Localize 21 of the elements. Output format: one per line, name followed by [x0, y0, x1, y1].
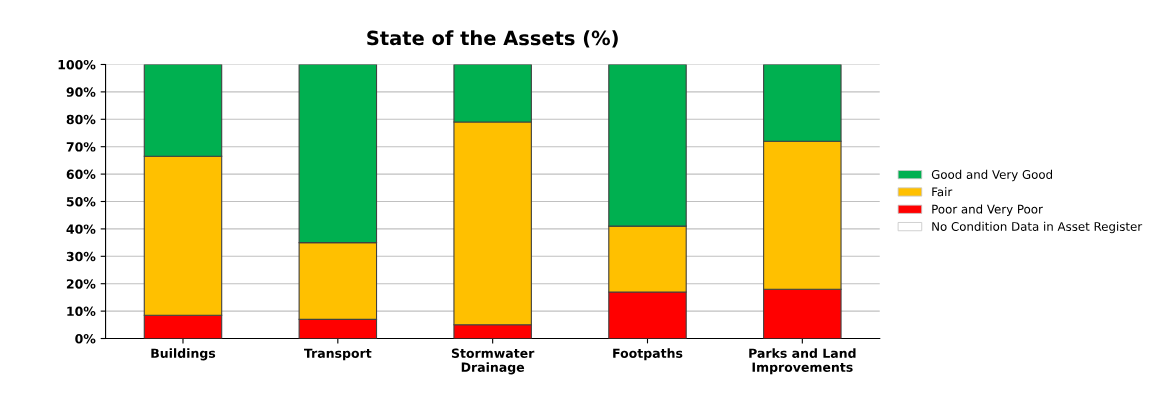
- y-tick-label: 80%: [66, 114, 96, 125]
- x-tick-label: Stormwater Drainage: [451, 348, 535, 375]
- legend-label: Good and Very Good: [931, 169, 1053, 182]
- y-tick-label: 50%: [66, 196, 96, 207]
- y-tick-label: 20%: [66, 279, 96, 289]
- x-tick-label: Buildings: [151, 348, 216, 361]
- y-tick-label: 90%: [66, 87, 96, 97]
- x-tick-label: Parks and Land Improvements: [749, 348, 856, 375]
- legend-label: Poor and Very Poor: [932, 204, 1043, 216]
- chart-title: State of the Assets (%): [367, 30, 618, 48]
- y-tick-label: 40%: [66, 224, 96, 234]
- y-tick-label: 10%: [67, 306, 96, 317]
- y-tick-label: 70%: [66, 142, 96, 152]
- legend-label: No Condition Data in Asset Register: [932, 221, 1143, 234]
- x-tick-label: Footpaths: [613, 348, 683, 361]
- y-tick-label: 30%: [66, 251, 96, 262]
- x-tick-label: Transport: [304, 348, 372, 361]
- y-tick-label: 60%: [66, 169, 96, 180]
- y-tick-label: 0%: [75, 333, 96, 344]
- legend-label: Fair: [932, 187, 953, 197]
- y-tick-label: 100%: [58, 59, 96, 70]
